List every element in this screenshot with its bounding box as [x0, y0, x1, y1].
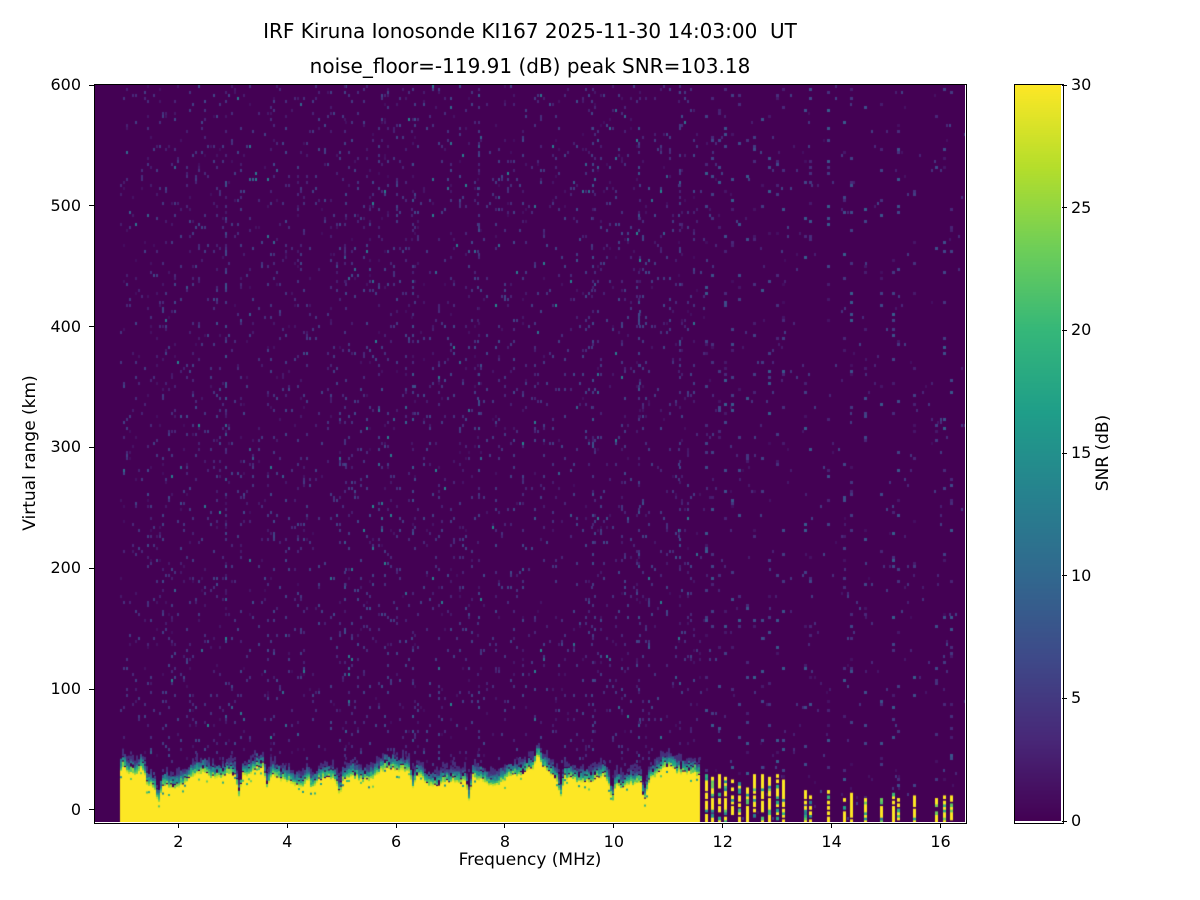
colorbar-border [1014, 84, 1064, 824]
colorbar-tick-label: 25 [1071, 197, 1092, 217]
x-tick-mark [940, 823, 941, 828]
chart-title-line1: IRF Kiruna Ionosonde KI167 2025-11-30 14… [263, 19, 797, 43]
y-tick-label: 500 [50, 195, 81, 215]
y-tick-mark [89, 205, 94, 207]
x-tick-label: 14 [821, 832, 842, 851]
y-tick-label: 300 [50, 437, 81, 457]
colorbar-tick-mark [1062, 820, 1067, 822]
x-tick-label: 16 [930, 832, 951, 851]
x-tick-label: 10 [603, 832, 624, 851]
colorbar-gradient [1015, 85, 1061, 821]
y-tick-mark [89, 84, 94, 86]
x-tick-mark [177, 823, 179, 828]
y-tick-label: 0 [70, 799, 81, 819]
x-tick-mark [395, 823, 397, 828]
y-tick-label: 400 [50, 316, 81, 336]
colorbar-tick-mark [1062, 329, 1067, 331]
chart-title-line2: noise_floor=-119.91 (dB) peak SNR=103.18 [309, 54, 751, 78]
x-tick-label: 8 [499, 832, 511, 851]
colorbar-tick-label: 30 [1071, 75, 1092, 94]
colorbar-tick-mark [1062, 207, 1067, 209]
colorbar-tick-label: 20 [1071, 320, 1092, 340]
x-tick-mark [613, 823, 615, 828]
x-axis-label: Frequency (MHz) [458, 850, 602, 870]
colorbar-tick-label: 10 [1071, 565, 1092, 585]
x-tick-label: 6 [390, 832, 402, 851]
ionogram-heatmap [95, 85, 965, 822]
x-tick-label: 4 [282, 832, 293, 851]
x-tick-label: 2 [173, 832, 184, 851]
colorbar-tick-label: 15 [1071, 443, 1092, 462]
chart-title: IRF Kiruna Ionosonde KI167 2025-11-30 14… [95, 14, 965, 84]
plot-border [94, 84, 967, 824]
x-tick-mark [286, 823, 288, 828]
y-tick-label: 200 [50, 558, 81, 578]
y-tick-mark [89, 446, 94, 448]
colorbar-tick-label: 5 [1071, 688, 1082, 708]
y-tick-mark [89, 326, 94, 328]
y-tick-label: 600 [50, 75, 81, 94]
colorbar-tick-mark [1062, 452, 1067, 454]
y-tick-mark [89, 688, 94, 690]
x-tick-mark [504, 823, 506, 828]
colorbar-tick-label: 0 [1071, 811, 1082, 830]
colorbar-tick-mark [1062, 697, 1067, 699]
x-tick-mark [831, 823, 833, 828]
colorbar-tick-mark [1062, 84, 1067, 86]
x-tick-label: 12 [712, 832, 733, 851]
x-tick-mark [722, 823, 724, 828]
y-tick-mark [89, 809, 94, 811]
y-tick-label: 100 [50, 679, 81, 699]
y-tick-mark [89, 567, 94, 569]
colorbar-tick-mark [1062, 575, 1067, 577]
